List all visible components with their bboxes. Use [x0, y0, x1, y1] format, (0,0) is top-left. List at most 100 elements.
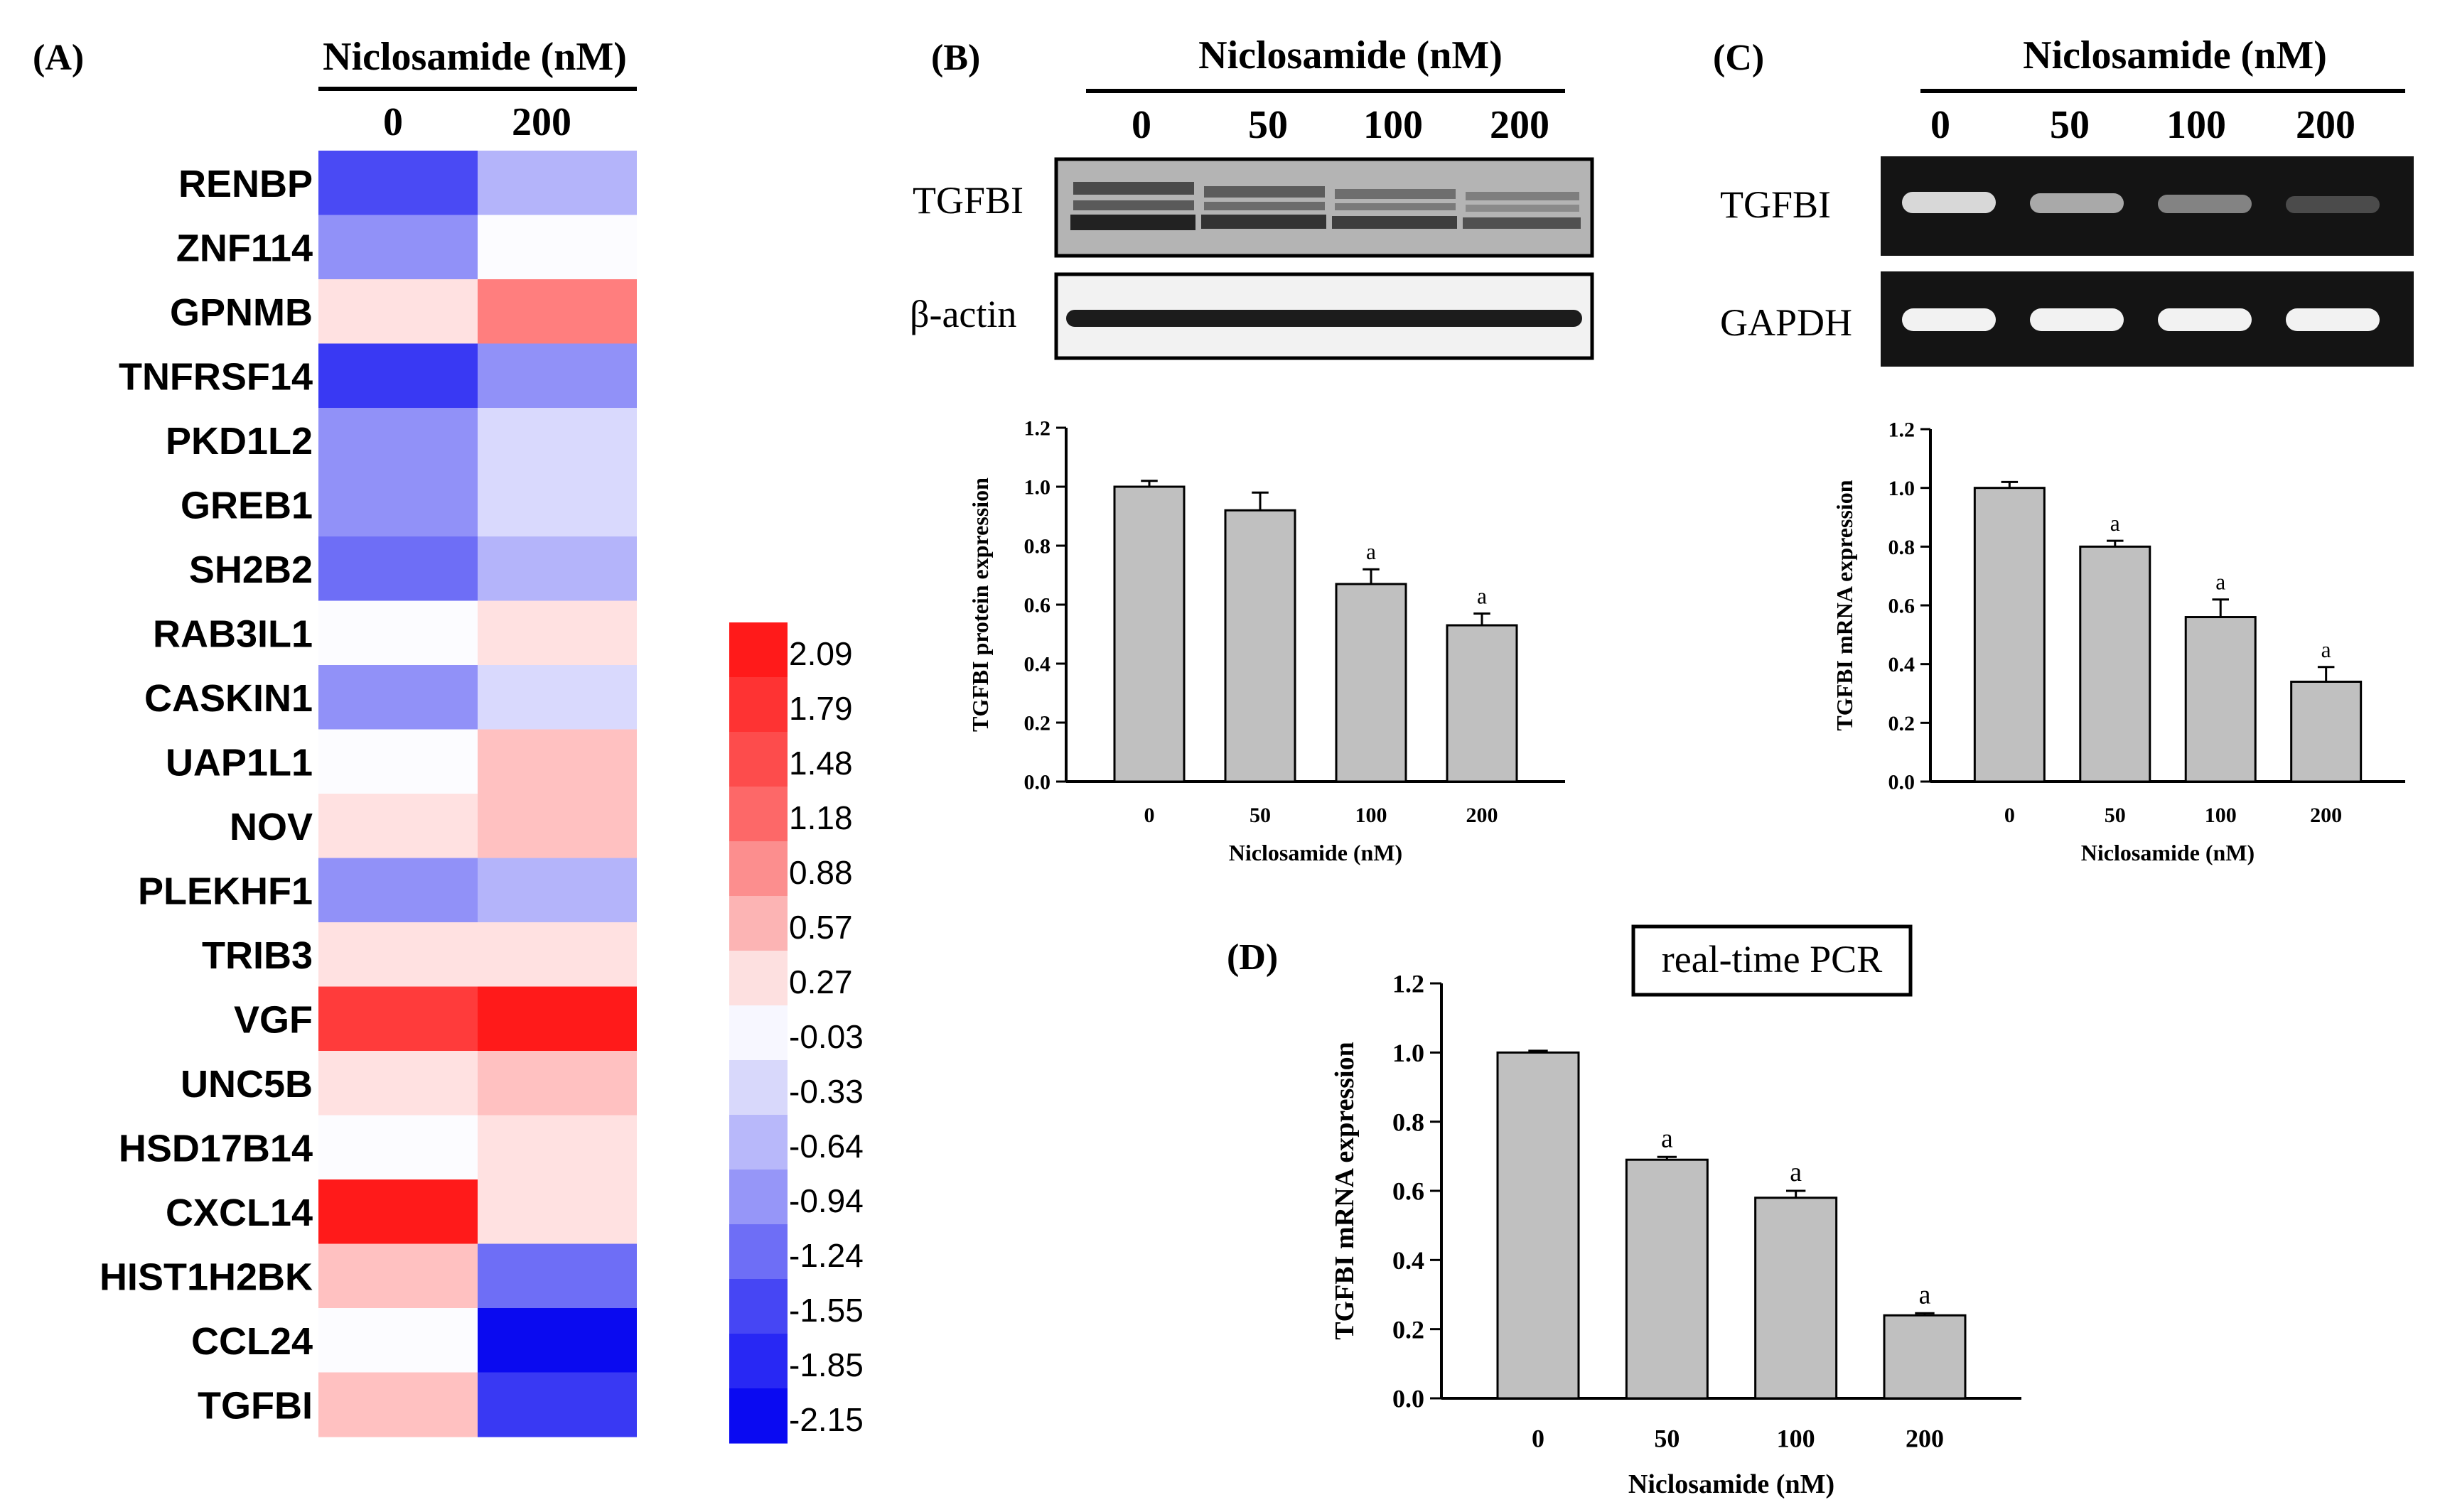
color-scale-label: 0.88 — [789, 854, 853, 891]
y-tick-label: 0.0 — [1392, 1385, 1424, 1413]
y-tick-label: 1.2 — [1888, 418, 1915, 442]
heatmap-cell — [478, 472, 637, 537]
color-scale-swatch — [729, 1170, 788, 1225]
bar — [1883, 1314, 1967, 1400]
y-tick-label: 0.2 — [1888, 712, 1915, 735]
color-scale-swatch — [729, 1334, 788, 1389]
color-scale-swatch — [729, 896, 788, 951]
heatmap-cell — [478, 1179, 637, 1245]
heatmap-cell — [478, 729, 637, 794]
color-scale-label: -1.85 — [789, 1346, 864, 1383]
x-tick-label: 100 — [1777, 1424, 1815, 1452]
x-tick-label: 50 — [2105, 804, 2126, 827]
x-axis-label: Niclosamide (nM) — [2081, 840, 2255, 865]
heatmap-cell — [318, 1372, 478, 1437]
x-tick-label: 200 — [1466, 804, 1498, 827]
heatmap-cell — [478, 922, 637, 988]
gel-lane-3: 200 — [2296, 103, 2355, 147]
blot-lane-2: 100 — [1363, 103, 1423, 147]
color-scale-label: 0.27 — [789, 963, 853, 1000]
color-scale-swatch — [729, 841, 788, 897]
heatmap-cell — [318, 729, 478, 794]
significance-mark: a — [2110, 511, 2120, 536]
heatmap-cell — [318, 1243, 478, 1309]
gel-band — [2286, 308, 2380, 331]
gel-lane-0: 0 — [1930, 103, 1950, 147]
color-scale-swatch — [729, 1005, 788, 1061]
heatmap-cell — [318, 1115, 478, 1180]
x-tick-label: 100 — [1355, 804, 1387, 827]
heatmap-cell — [318, 536, 478, 602]
color-scale-swatch — [729, 622, 788, 678]
bar — [2184, 616, 2257, 783]
real-time-pcr-label: real-time PCR — [1662, 938, 1882, 981]
heatmap-gene-label: UAP1L1 — [166, 742, 313, 784]
panel-c-label: (C) — [1713, 38, 1764, 78]
color-scale-swatch — [729, 1388, 788, 1444]
heatmap-cell — [478, 215, 637, 280]
significance-mark: a — [1919, 1280, 1931, 1310]
color-scale-label: -2.15 — [789, 1401, 864, 1438]
gel-label-tgfbi: TGFBI — [1720, 183, 1831, 226]
y-tick-label: 0.6 — [1024, 594, 1051, 617]
color-scale-swatch — [729, 1224, 788, 1280]
y-tick-label: 0.0 — [1024, 771, 1051, 794]
color-scale-swatch — [729, 1060, 788, 1116]
heatmap-cell — [318, 1051, 478, 1116]
bar — [1335, 583, 1407, 783]
heatmap-gene-label: GREB1 — [181, 485, 313, 527]
chart-b-protein-expression: 0.0 0.2 0.4 0.6 0.8 1.0 1.2 0 50 a 100 a 200 Niclosam… — [967, 417, 1565, 865]
x-tick-label: 0 — [1144, 804, 1155, 827]
color-scale-label: 2.09 — [789, 635, 853, 672]
heatmap-cell — [478, 343, 637, 409]
actin-western-blot — [1054, 272, 1594, 360]
heatmap-gene-label: RAB3IL1 — [153, 613, 313, 656]
x-tick-label: 100 — [2205, 804, 2237, 827]
color-scale-label: -0.03 — [789, 1018, 864, 1055]
significance-mark: a — [1790, 1157, 1802, 1187]
color-scale-label: -1.55 — [789, 1292, 864, 1329]
bar — [1496, 1051, 1580, 1400]
heatmap-cell — [478, 151, 637, 216]
heatmap-cell — [478, 600, 637, 666]
heatmap-header: Niclosamide (nM) — [323, 35, 627, 79]
y-tick-label: 0.8 — [1888, 536, 1915, 559]
bar — [1973, 487, 2046, 783]
heatmap-cell — [318, 986, 478, 1052]
gel-band — [2030, 308, 2124, 331]
blot-label-actin: β-actin — [910, 293, 1016, 335]
color-scale-swatch — [729, 1279, 788, 1334]
panel-a-label: (A) — [33, 38, 84, 78]
heatmap-cell — [318, 794, 478, 859]
bar — [2079, 545, 2151, 783]
chart-c-mrna-expression: 0.0 0.2 0.4 0.6 0.8 1.0 1.2 0 a 50 a 100 a 200 Niclosa… — [1832, 418, 2405, 865]
bar — [1446, 624, 1518, 783]
heatmap-cell — [318, 343, 478, 409]
x-tick-label: 200 — [2310, 804, 2342, 827]
heatmap-cell — [478, 536, 637, 602]
heatmap-color-scale: 2.09 1.79 1.48 1.18 0.88 0.57 0.27 -0.03 -0.33 -0… — [729, 622, 864, 1444]
heatmap-cell — [478, 1372, 637, 1437]
significance-mark: a — [1477, 583, 1487, 608]
color-scale-label: -0.64 — [789, 1128, 864, 1165]
heatmap-gene-label: PKD1L2 — [166, 420, 313, 463]
blot-header: Niclosamide (nM) — [1198, 33, 1503, 77]
heatmap: RENBP ZNF114 GPNMB TNFRSF14 PKD1L2 GREB1 SH2B2… — [100, 151, 637, 1437]
significance-mark: a — [2215, 570, 2225, 595]
heatmap-gene-label: PLEKHF1 — [138, 870, 313, 913]
heatmap-gene-label: TGFBI — [198, 1385, 313, 1427]
blot-lane-1: 50 — [1248, 103, 1288, 147]
y-tick-label: 0.0 — [1888, 771, 1915, 794]
color-scale-label: -0.94 — [789, 1182, 864, 1219]
bar — [1113, 485, 1186, 783]
x-tick-label: 50 — [1654, 1424, 1680, 1452]
x-tick-label: 0 — [2004, 804, 2015, 827]
color-scale-label: 1.48 — [789, 745, 853, 782]
tgfbi-rt-pcr-gel — [1881, 156, 2414, 256]
y-tick-label: 0.2 — [1024, 712, 1051, 735]
color-scale-label: 1.79 — [789, 690, 853, 727]
y-axis-label: TGFBI mRNA expression — [1330, 1042, 1360, 1339]
x-tick-label: 200 — [1906, 1424, 1944, 1452]
heatmap-cell — [318, 922, 478, 988]
